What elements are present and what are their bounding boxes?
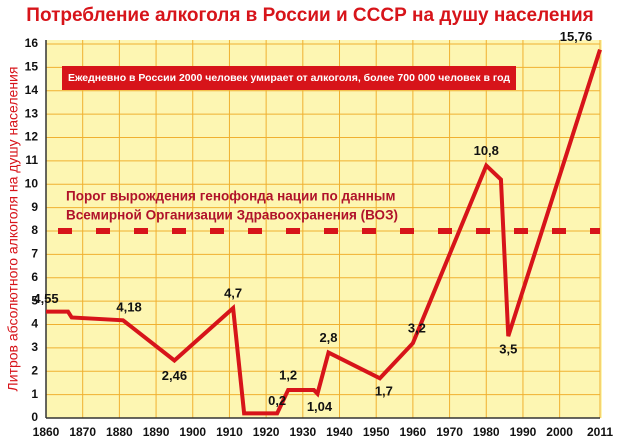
y-tick-label: 16 bbox=[25, 36, 39, 50]
annotation-box bbox=[62, 66, 516, 90]
y-tick-label: 10 bbox=[25, 176, 39, 190]
value-label: 4,18 bbox=[116, 300, 141, 315]
y-tick-label: 2 bbox=[31, 363, 38, 377]
y-tick-label: 4 bbox=[31, 317, 38, 331]
value-label: 4,7 bbox=[224, 286, 242, 301]
x-tick-label: 1900 bbox=[179, 425, 206, 439]
y-tick-label: 15 bbox=[25, 60, 39, 74]
x-tick-label: 1990 bbox=[510, 425, 537, 439]
y-tick-label: 5 bbox=[31, 293, 38, 307]
x-tick-label: 1890 bbox=[143, 425, 170, 439]
y-axis-label: Литров абсолютного алкоголя на душу насе… bbox=[5, 67, 21, 392]
x-tick-label: 1920 bbox=[253, 425, 280, 439]
value-label: 0,2 bbox=[268, 393, 286, 408]
value-label: 2,46 bbox=[162, 368, 187, 383]
value-label: 3,2 bbox=[408, 321, 426, 336]
y-tick-label: 3 bbox=[31, 340, 38, 354]
y-tick-label: 14 bbox=[25, 83, 39, 97]
y-tick-label: 7 bbox=[31, 247, 38, 261]
y-tick-label: 1 bbox=[31, 387, 38, 401]
x-tick-label: 1930 bbox=[289, 425, 316, 439]
x-tick-label: 1980 bbox=[473, 425, 500, 439]
threshold-label: Всемирной Организации Здравоохранения (В… bbox=[66, 208, 398, 223]
y-tick-label: 9 bbox=[31, 200, 38, 214]
value-label: 10,8 bbox=[474, 143, 499, 158]
x-tick-label: 1940 bbox=[326, 425, 353, 439]
value-label: 15,76 bbox=[560, 29, 593, 44]
chart-title: Потребление алкоголя в России и СССР на … bbox=[26, 5, 593, 26]
series-line bbox=[46, 49, 602, 416]
x-tick-label: 1880 bbox=[106, 425, 133, 439]
x-tick-label: 1860 bbox=[33, 425, 60, 439]
threshold-label: Порог вырождения генофонда нации по данн… bbox=[66, 189, 395, 204]
y-tick-label: 8 bbox=[31, 223, 38, 237]
x-tick-label: 2011 bbox=[587, 425, 613, 439]
x-tick-label: 1950 bbox=[363, 425, 390, 439]
value-label: 4,55 bbox=[33, 291, 58, 306]
x-tick-label: 1970 bbox=[436, 425, 463, 439]
value-label: 2,8 bbox=[319, 330, 337, 345]
y-tick-label: 13 bbox=[25, 106, 39, 120]
y-tick-label: 11 bbox=[25, 153, 38, 167]
x-tick-label: 2000 bbox=[546, 425, 573, 439]
y-tick-label: 12 bbox=[25, 130, 39, 144]
y-tick-label: 6 bbox=[31, 270, 38, 284]
annotation: Ежедневно в России 2000 человек умирает … bbox=[68, 72, 510, 84]
x-tick-label: 1870 bbox=[69, 425, 96, 439]
value-label: 3,5 bbox=[499, 342, 517, 357]
value-label: 1,04 bbox=[307, 399, 333, 414]
x-tick-label: 1960 bbox=[400, 425, 427, 439]
x-tick-label: 1910 bbox=[216, 425, 243, 439]
value-label: 1,7 bbox=[375, 384, 393, 399]
value-label: 1,2 bbox=[279, 367, 297, 382]
y-tick-label: 0 bbox=[31, 410, 38, 424]
